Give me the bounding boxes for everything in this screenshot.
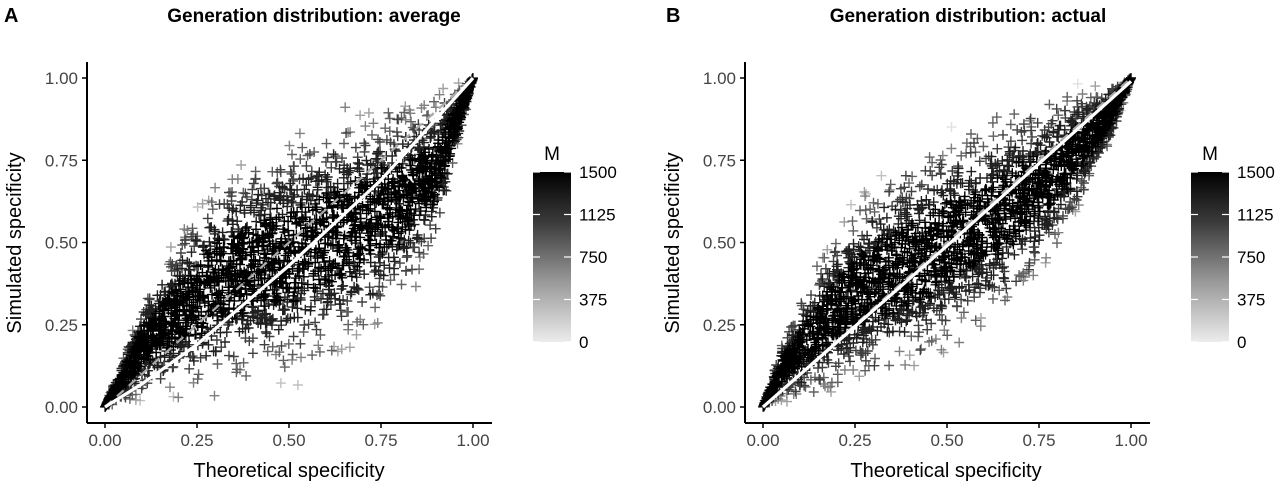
panel-b-colorbar-tick-label: 750 bbox=[1237, 248, 1265, 267]
panel-a-y-axis-title: Simulated specificity bbox=[4, 152, 26, 333]
panel-b-colorbar-tick-label: 375 bbox=[1237, 291, 1265, 310]
panel-b-x-tick-label: 0.00 bbox=[746, 431, 779, 450]
panel-a-colorbar-title: M bbox=[544, 144, 560, 165]
panel-a-x-tick-label: 0.50 bbox=[272, 431, 305, 450]
panel-b-x-tick-label: 1.00 bbox=[1114, 431, 1147, 450]
panel-a-point-markers bbox=[130, 78, 464, 405]
panel-b-colorbar-tick-label: 0 bbox=[1237, 333, 1246, 352]
panel-b: B Generation distribution: actual 0.00 0.… bbox=[662, 5, 1275, 482]
panel-b-colorbar: M 1500 1125 750 375 0 bbox=[1191, 144, 1275, 352]
panel-b-point-markers bbox=[846, 170, 887, 210]
panel-a-title: Generation distribution: average bbox=[167, 6, 461, 27]
panel-a-colorbar-tick-label: 0 bbox=[579, 333, 588, 352]
panel-b-colorbar-tick-label: 1125 bbox=[1237, 206, 1274, 225]
panel-b-lines bbox=[761, 77, 1133, 409]
panel-a-point-markers bbox=[101, 73, 478, 410]
panel-a-fit-line bbox=[104, 76, 475, 409]
panel-b-y-axis-title: Simulated specificity bbox=[662, 152, 684, 333]
panel-a-x-tick-label: 0.25 bbox=[180, 431, 213, 450]
panel-a-colorbar-tick-label: 750 bbox=[579, 248, 607, 267]
panel-a-colorbar-tick-label: 1125 bbox=[579, 206, 616, 225]
panel-a-lines bbox=[104, 76, 475, 409]
panel-b-y-tick-label: 0.50 bbox=[703, 234, 736, 253]
panel-a-colorbar-tick-label: 375 bbox=[579, 291, 607, 310]
panel-a-x-tick-label: 0.75 bbox=[364, 431, 397, 450]
panel-b-colorbar-tick-label: 1500 bbox=[1237, 163, 1275, 182]
panel-b-x-tick-label: 0.50 bbox=[930, 431, 963, 450]
panel-a-point-markers bbox=[100, 73, 478, 412]
panel-b-x-axis-title: Theoretical specificity bbox=[850, 460, 1041, 482]
panel-a-reference-line bbox=[104, 77, 474, 408]
panel-a-label: A bbox=[4, 5, 18, 27]
panel-a-colorbar: M 1500 1125 750 375 0 bbox=[533, 144, 617, 352]
panel-a-y-tick-label: 0.75 bbox=[45, 151, 78, 170]
panel-b-x-tick-label: 0.25 bbox=[838, 431, 871, 450]
panel-b-y-tick-label: 1.00 bbox=[703, 69, 736, 88]
panel-a: A Generation distribution: average 0.00 0… bbox=[4, 5, 617, 482]
panel-a-y-tick-label: 1.00 bbox=[45, 69, 78, 88]
panel-a-y-tick-label: 0.25 bbox=[45, 316, 78, 335]
panel-b-fit-line bbox=[761, 80, 1133, 409]
panel-b-label: B bbox=[666, 5, 680, 27]
panel-b-y-tick-label: 0.25 bbox=[703, 316, 736, 335]
panel-a-x-axis-title: Theoretical specificity bbox=[193, 460, 384, 482]
panel-b-point-markers bbox=[773, 89, 1129, 404]
panel-b-y-tick-label: 0.00 bbox=[703, 398, 736, 417]
panel-b-points bbox=[758, 73, 1136, 412]
panel-a-y-tick-label: 0.00 bbox=[45, 398, 78, 417]
panel-b-axes: 0.00 0.25 0.50 0.75 1.00 0.00 0.25 0.50 0.75 1.00 bbox=[703, 62, 1150, 450]
panel-a-axes: 0.00 0.25 0.50 0.75 1.00 0.00 0.25 0.50 0.75 1.00 bbox=[45, 62, 492, 450]
panel-a-point-markers bbox=[127, 89, 463, 403]
panel-b-title: Generation distribution: actual bbox=[830, 6, 1107, 27]
panel-a-y-tick-label: 0.50 bbox=[45, 234, 78, 253]
panel-b-x-tick-label: 0.75 bbox=[1022, 431, 1055, 450]
panel-a-colorbar-tick-label: 1500 bbox=[579, 163, 617, 182]
panel-a-x-tick-label: 1.00 bbox=[456, 431, 489, 450]
panel-a-x-tick-label: 0.00 bbox=[88, 431, 121, 450]
panel-b-y-tick-label: 0.75 bbox=[703, 151, 736, 170]
panel-b-colorbar-title: M bbox=[1202, 144, 1218, 165]
